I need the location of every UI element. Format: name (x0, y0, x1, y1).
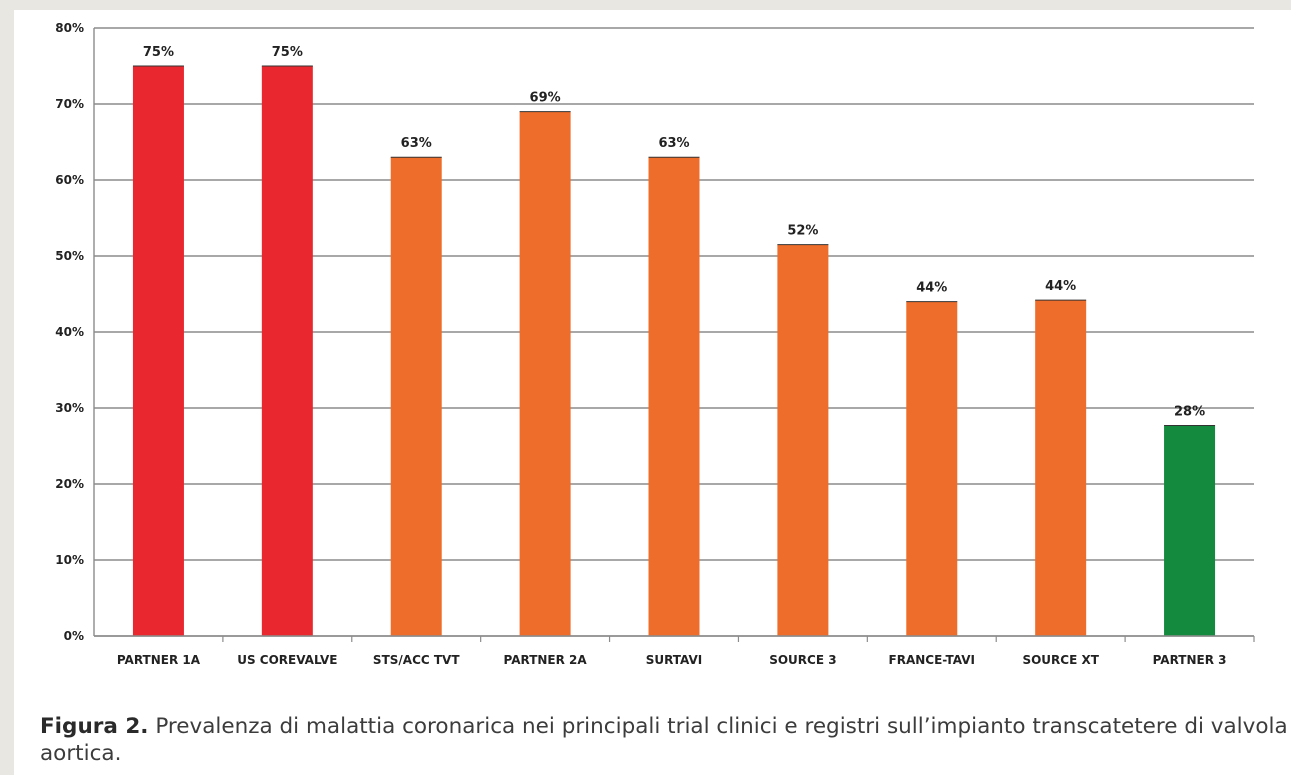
bar (777, 244, 829, 636)
bar (519, 111, 571, 637)
bar (132, 66, 184, 636)
data-label: 44% (916, 281, 947, 296)
x-tick-label: SURTAVI (646, 653, 703, 667)
figure-card: 0% 10% 20% 30% 40% 50% 60% 70% 80% 75% PARTNER 1A 7… (14, 10, 1291, 775)
x-tick-label: SOURCE XT (1022, 653, 1099, 667)
x-tick-label: US COREVALVE (237, 653, 337, 667)
data-label: 75% (143, 45, 174, 60)
data-label: 28% (1174, 404, 1205, 419)
data-label: 63% (401, 136, 432, 151)
x-tick-label: SOURCE 3 (769, 653, 836, 667)
x-tick-label: PARTNER 3 (1153, 653, 1227, 667)
bar (906, 301, 958, 636)
data-label: 63% (658, 136, 689, 151)
bar (390, 157, 442, 636)
bar (1035, 300, 1087, 636)
figure-caption: Figura 2. Prevalenza di malattia coronar… (40, 713, 1291, 767)
data-label: 69% (530, 91, 561, 106)
y-tick-label: 30% (55, 401, 84, 415)
y-tick-label: 40% (55, 325, 84, 339)
x-tick-label: STS/ACC TVT (373, 653, 460, 667)
bar (1164, 425, 1216, 636)
bar (261, 66, 313, 636)
caption-label: Figura 2. (40, 714, 149, 739)
data-label: 52% (787, 224, 818, 239)
y-tick-label: 0% (64, 629, 84, 643)
data-label: 75% (272, 45, 303, 60)
x-tick-label: PARTNER 2A (504, 653, 588, 667)
y-tick-label: 70% (55, 97, 84, 111)
bar (648, 157, 700, 636)
data-label: 44% (1045, 279, 1076, 294)
y-tick-label: 60% (55, 173, 84, 187)
y-tick-label: 20% (55, 477, 84, 491)
x-tick-label: FRANCE-TAVI (889, 653, 975, 667)
bar-chart: 0% 10% 20% 30% 40% 50% 60% 70% 80% 75% PARTNER 1A 7… (55, 21, 1255, 667)
y-tick-label: 80% (55, 21, 84, 35)
y-tick-label: 50% (55, 249, 84, 263)
y-tick-label: 10% (55, 553, 84, 567)
x-tick-label: PARTNER 1A (117, 653, 201, 667)
caption-text: Prevalenza di malattia coronarica nei pr… (40, 714, 1288, 766)
